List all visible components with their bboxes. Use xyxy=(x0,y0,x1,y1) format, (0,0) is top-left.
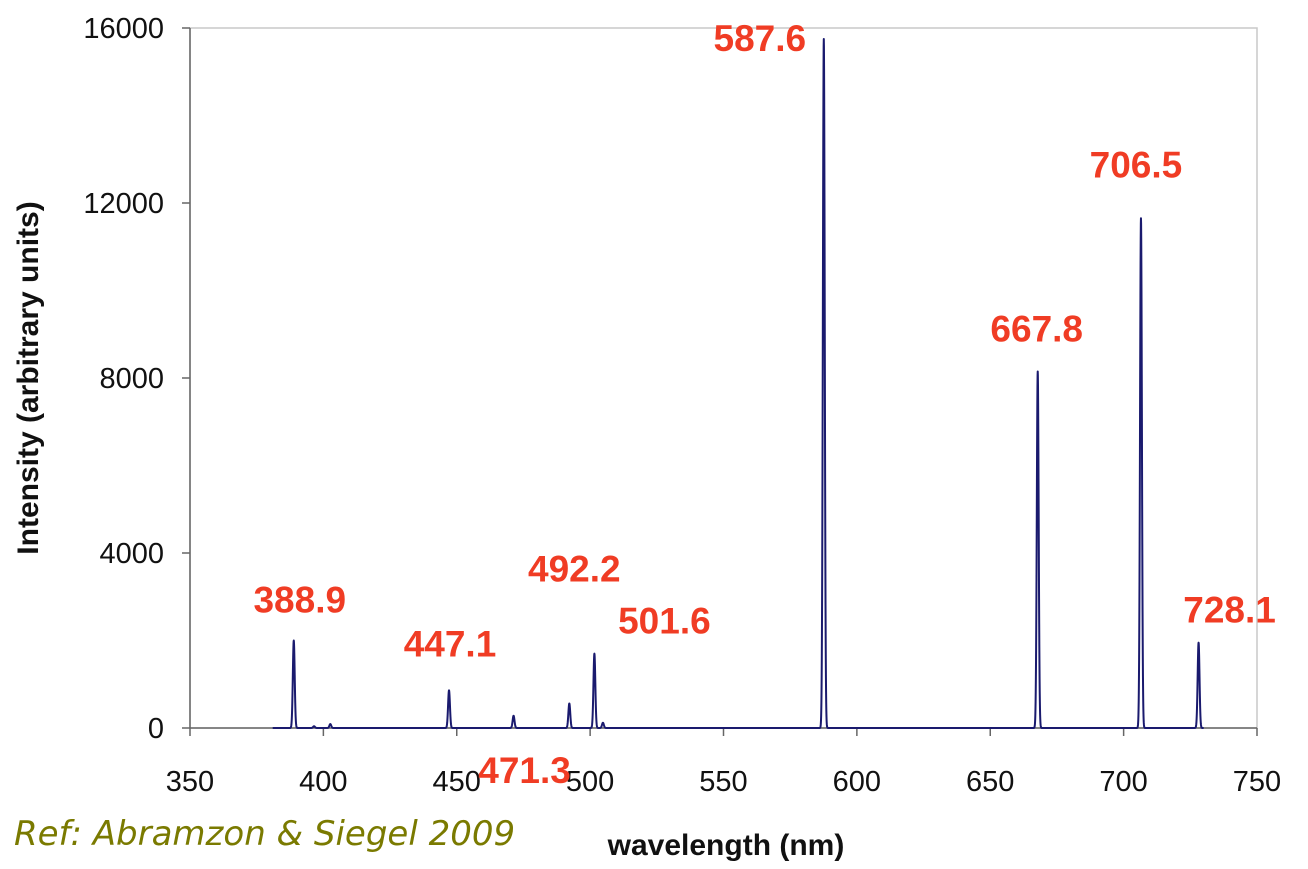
peak-label: 728.1 xyxy=(1183,590,1276,631)
x-tick-label: 550 xyxy=(699,766,747,798)
x-axis-ticks: 350 400 450 500 550 600 650 700 750 xyxy=(166,728,1281,798)
peak-label: 501.6 xyxy=(618,601,711,642)
peak-label: 706.5 xyxy=(1090,144,1183,185)
spectrum-line xyxy=(271,37,1205,729)
x-tick-label: 750 xyxy=(1233,766,1281,798)
x-tick-label: 700 xyxy=(1099,766,1147,798)
x-tick-label: 350 xyxy=(166,766,214,798)
x-axis-title: wavelength (nm) xyxy=(607,829,845,862)
x-tick-label: 600 xyxy=(833,766,881,798)
peak-label: 587.6 xyxy=(714,18,807,59)
x-tick-label: 500 xyxy=(566,766,614,798)
y-axis-ticks: 0 4000 8000 12000 16000 xyxy=(83,13,190,745)
y-tick-label: 16000 xyxy=(83,13,164,45)
y-axis-title: Intensity (arbitrary units) xyxy=(12,201,45,554)
x-tick-label: 400 xyxy=(299,766,347,798)
axes xyxy=(189,28,1257,729)
x-tick-label: 450 xyxy=(433,766,481,798)
peak-label: 388.9 xyxy=(253,580,346,621)
y-tick-label: 12000 xyxy=(83,188,164,220)
peak-label: 492.2 xyxy=(528,549,621,590)
peak-labels: 388.9 447.1 471.3 492.2 501.6 587.6 667.8 706.5… xyxy=(253,18,1275,791)
plot-area-frame xyxy=(189,27,1258,729)
reference-note: Ref: Abramzon & Siegel 2009 xyxy=(14,814,516,854)
y-tick-label: 4000 xyxy=(99,538,164,570)
y-tick-label: 8000 xyxy=(99,363,164,395)
x-tick-label: 650 xyxy=(966,766,1014,798)
peak-label: 447.1 xyxy=(404,623,497,664)
peak-label: 667.8 xyxy=(990,308,1083,349)
y-tick-label: 0 xyxy=(148,713,164,745)
peak-label: 471.3 xyxy=(478,750,571,791)
